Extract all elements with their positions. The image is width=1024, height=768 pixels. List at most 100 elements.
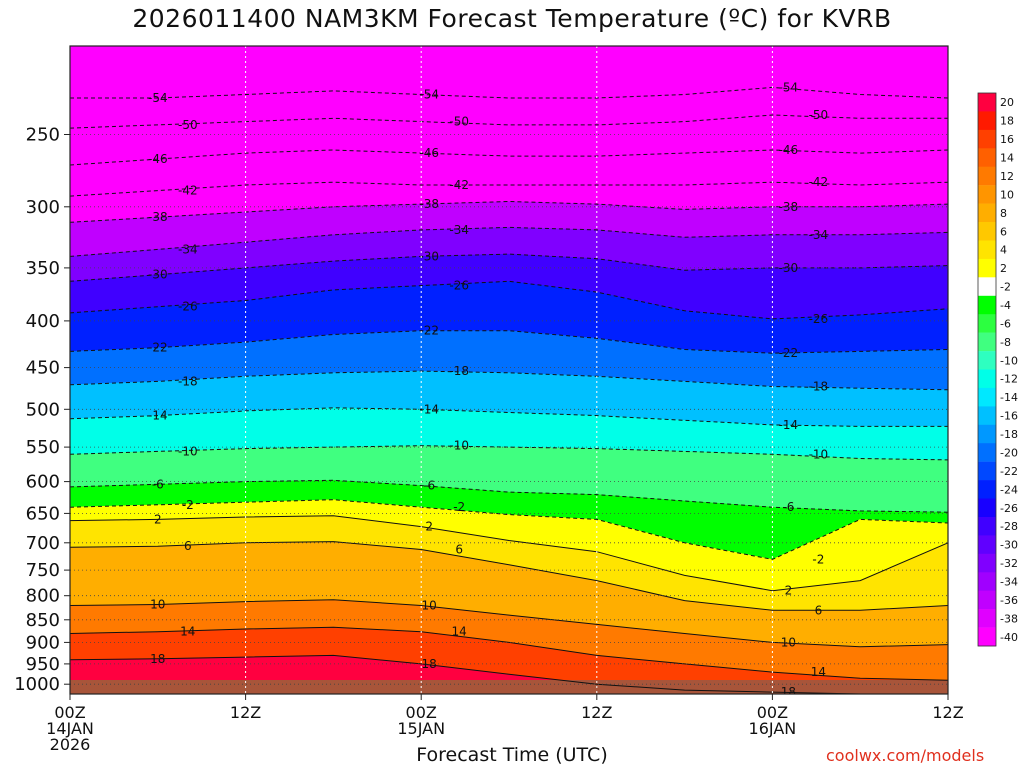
colorbar-swatch <box>978 424 996 444</box>
isotherm-label: 18 <box>422 657 437 671</box>
isotherm-label: -14 <box>148 409 168 423</box>
isotherm-label: 2 <box>154 512 162 526</box>
isotherm-label: -34 <box>809 228 829 242</box>
colorbar-label: 20 <box>1000 96 1014 109</box>
colorbar-swatch <box>978 627 996 647</box>
isotherm-label: 6 <box>184 539 192 553</box>
colorbar-swatch <box>978 185 996 204</box>
colorbar-swatch <box>978 609 996 628</box>
grid-lines <box>70 46 948 694</box>
isotherm-label: -38 <box>779 200 799 214</box>
colorbar-swatch <box>978 222 996 241</box>
x-tick-label: 00Z <box>406 703 437 722</box>
x-tick-label: 15JAN <box>397 719 445 738</box>
isotherm-label: -54 <box>419 88 439 102</box>
colorbar-label: 6 <box>1000 225 1007 238</box>
isotherm-label: -46 <box>779 143 799 157</box>
isotherm-label: -22 <box>148 341 168 355</box>
isotherm-label: 14 <box>811 665 826 679</box>
isotherm-label: 6 <box>455 543 463 557</box>
chart-title: 2026011400 NAM3KM Forecast Temperature (… <box>132 4 892 33</box>
isotherm-line <box>70 445 948 461</box>
isotherm-label: 10 <box>150 598 165 612</box>
isotherm-label: -38 <box>148 210 168 224</box>
x-tick-label: 14JAN <box>46 719 94 738</box>
colorbar-swatch <box>978 553 996 573</box>
x-tick-label: 12Z <box>932 703 963 722</box>
ground-surface <box>70 680 948 694</box>
y-tick-label: 700 <box>26 533 60 554</box>
colorbar-label: 10 <box>1000 188 1014 201</box>
isotherm-label: -26 <box>449 279 469 293</box>
colorbar-label: 12 <box>1000 170 1014 183</box>
isotherm-label: -46 <box>148 152 168 166</box>
colorbar-label: -4 <box>1000 299 1011 312</box>
isotherm-label: -54 <box>779 80 799 94</box>
colorbar-swatch <box>978 406 996 426</box>
y-tick-label: 350 <box>26 258 60 279</box>
colorbar-label: -28 <box>1000 520 1018 533</box>
y-tick-label: 850 <box>26 610 60 631</box>
colorbar-label: -30 <box>1000 539 1018 552</box>
temperature-band <box>70 46 948 99</box>
x-tick-label: 00Z <box>54 703 85 722</box>
isotherm-label: -10 <box>178 444 198 458</box>
isotherm-line <box>70 280 948 320</box>
isotherm-label: -10 <box>449 439 469 453</box>
colorbar-swatch <box>978 277 996 296</box>
isotherm-label: -38 <box>419 197 439 211</box>
colorbar-label: -16 <box>1000 410 1018 423</box>
colorbar-swatch <box>978 535 996 555</box>
colorbar-swatch <box>978 258 996 278</box>
y-tick-label: 950 <box>26 654 60 675</box>
isotherm-label: -30 <box>419 249 439 263</box>
colorbar: 20 18 16 14 12 10 8 6 4 2 -2 -4 -6 -8 -10 -12 -14 -16 -18 -… <box>977 92 1018 647</box>
colorbar-label: -2 <box>1000 281 1011 294</box>
colorbar-swatch <box>978 148 996 167</box>
y-tick-label: 600 <box>26 472 60 493</box>
y-tick-label: 450 <box>26 358 60 379</box>
isotherm-label: -30 <box>148 268 168 282</box>
colorbar-label: -18 <box>1000 428 1018 441</box>
isotherm-line <box>70 626 948 681</box>
credit-link[interactable]: coolwx.com/models <box>826 746 985 765</box>
colorbar-label: -12 <box>1000 373 1018 386</box>
isotherm-label: -34 <box>178 242 198 256</box>
colorbar-label: -26 <box>1000 502 1018 515</box>
x-tick-label: 12Z <box>581 703 612 722</box>
isotherm-label: 14 <box>180 625 195 639</box>
x-tick-label: 16JAN <box>749 719 797 738</box>
colorbar-swatch <box>978 443 996 462</box>
isotherm-label: -22 <box>779 346 799 360</box>
isotherm-label: -2 <box>812 552 824 566</box>
colorbar-label: -36 <box>1000 594 1018 607</box>
isotherm-label: -18 <box>449 364 469 378</box>
colorbar-swatch <box>978 111 996 131</box>
colorbar-label: -40 <box>1000 631 1018 644</box>
colorbar-swatch <box>978 240 996 260</box>
isotherm-label: 10 <box>781 635 796 649</box>
y-tick-label: 500 <box>26 399 60 420</box>
isotherm-label: -42 <box>449 178 469 192</box>
isotherm-label: -46 <box>419 146 439 160</box>
isotherm-label: -18 <box>809 380 829 394</box>
isotherm-label: -54 <box>148 91 168 105</box>
isotherm-label: -50 <box>809 108 829 122</box>
y-tick-label: 250 <box>26 125 60 146</box>
isotherm-label: -42 <box>178 184 198 198</box>
pressure-axis: 2503003504004505005506006507007508008509… <box>14 125 70 695</box>
isotherm-label: -6 <box>152 477 164 491</box>
isotherm-label: -2 <box>453 500 465 514</box>
x-axis-label: Forecast Time (UTC) <box>416 744 608 766</box>
colorbar-label: -24 <box>1000 483 1018 496</box>
colorbar-swatch <box>978 332 996 352</box>
colorbar-label: -22 <box>1000 465 1018 478</box>
colorbar-label: 16 <box>1000 133 1014 146</box>
y-tick-label: 900 <box>26 632 60 653</box>
colorbar-label: -38 <box>1000 612 1018 625</box>
isotherm-label: -50 <box>178 118 198 132</box>
isotherm-label: -10 <box>809 447 829 461</box>
isotherm-label: -14 <box>779 418 799 432</box>
colorbar-label: 8 <box>1000 207 1007 220</box>
